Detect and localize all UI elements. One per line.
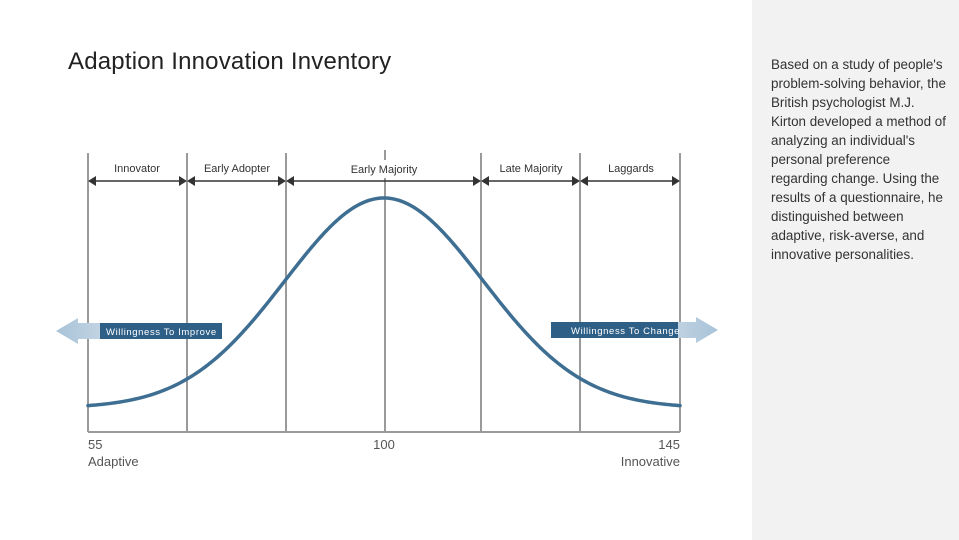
segment-arrows	[88, 176, 680, 186]
description-panel: Based on a study of people's problem-sol…	[752, 0, 959, 540]
page-title: Adaption Innovation Inventory	[68, 48, 392, 75]
arrow-willingness-to-change: Willingness To Change	[551, 317, 718, 343]
bell-curve	[86, 196, 682, 408]
scale-left-value: 55	[88, 437, 102, 452]
scale-right-label: Innovative	[621, 454, 680, 469]
segment-label-laggards: Laggards	[608, 163, 654, 175]
arrow-label-right: Willingness To Change	[571, 326, 680, 337]
scale-left-label: Adaptive	[88, 454, 139, 469]
adoption-curve-diagram: Innovator Early Adopter Early Majority L…	[56, 150, 718, 469]
segment-label-early-majority: Early Majority	[351, 164, 418, 176]
scale-right-value: 145	[658, 437, 680, 452]
arrow-willingness-to-improve: Willingness To Improve	[56, 318, 222, 344]
description-text: Based on a study of people's problem-sol…	[771, 57, 946, 262]
segment-label-innovator: Innovator	[114, 163, 160, 175]
segment-label-early-adopter: Early Adopter	[204, 163, 270, 175]
segment-label-late-majority: Late Majority	[500, 163, 563, 175]
arrow-label-left: Willingness To Improve	[106, 327, 217, 338]
scale-center-value: 100	[373, 437, 395, 452]
